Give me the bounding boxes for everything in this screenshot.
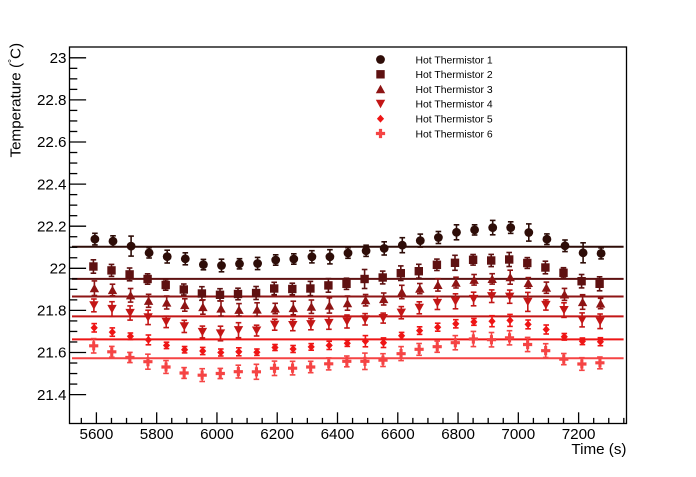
svg-text:5600: 5600 — [80, 426, 114, 443]
svg-text:7200: 7200 — [562, 426, 596, 443]
svg-text:6200: 6200 — [260, 426, 294, 443]
svg-text:22.6: 22.6 — [37, 134, 67, 151]
svg-text:22.8: 22.8 — [37, 92, 67, 109]
svg-text:Hot Thermistor 6: Hot Thermistor 6 — [416, 129, 493, 140]
svg-text:Hot Thermistor 4: Hot Thermistor 4 — [416, 100, 493, 111]
svg-text:22.4: 22.4 — [37, 176, 67, 193]
svg-text:22: 22 — [50, 261, 67, 278]
svg-text:Hot Thermistor 3: Hot Thermistor 3 — [416, 85, 493, 96]
svg-text:Hot Thermistor 5: Hot Thermistor 5 — [416, 115, 493, 126]
svg-text:Time (s): Time (s) — [571, 441, 626, 458]
svg-text:23: 23 — [50, 50, 67, 67]
svg-text:5800: 5800 — [140, 426, 174, 443]
svg-text:6400: 6400 — [321, 426, 355, 443]
svg-text:7000: 7000 — [501, 426, 535, 443]
svg-text:22.2: 22.2 — [37, 218, 67, 235]
svg-text:Temperature (°C): Temperature (°C) — [8, 43, 25, 158]
svg-text:6800: 6800 — [441, 426, 475, 443]
svg-text:21.6: 21.6 — [37, 345, 67, 362]
svg-text:Hot Thermistor 2: Hot Thermistor 2 — [416, 70, 493, 81]
svg-text:21.4: 21.4 — [37, 387, 67, 404]
svg-text:6000: 6000 — [200, 426, 234, 443]
svg-text:6600: 6600 — [381, 426, 415, 443]
svg-text:21.8: 21.8 — [37, 303, 67, 320]
svg-text:Hot Thermistor 1: Hot Thermistor 1 — [416, 55, 493, 66]
